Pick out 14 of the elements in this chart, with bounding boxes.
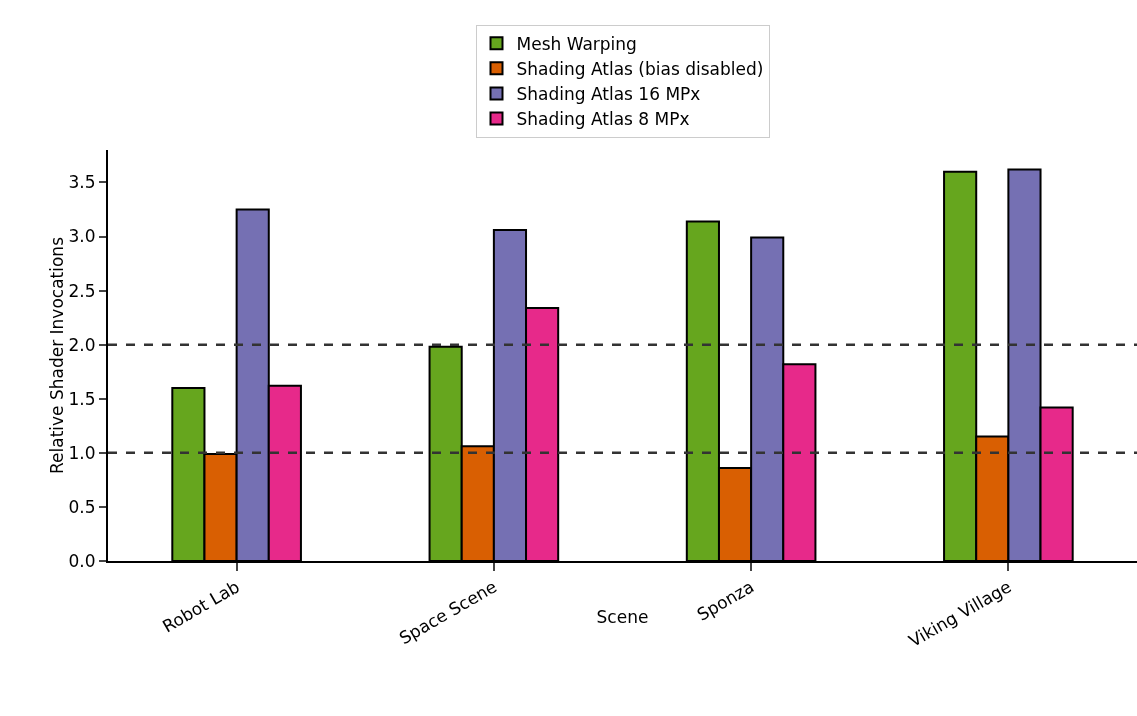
y-tick-label: 0.0: [68, 550, 96, 571]
legend-label: Mesh Warping: [516, 33, 637, 54]
x-axis-title: Scene: [596, 607, 649, 627]
y-tick-label: 3.0: [68, 226, 96, 247]
y-axis-title: Relative Shader Invocations: [46, 236, 67, 475]
y-tick-label: 1.5: [68, 388, 96, 409]
legend-label: Shading Atlas (bias disabled): [516, 58, 764, 79]
y-tick-label: 3.5: [68, 172, 96, 193]
legend-label: Shading Atlas 16 MPx: [516, 84, 701, 105]
y-tick-label: 1.0: [68, 442, 96, 463]
y-tick-label: 2.5: [68, 280, 96, 301]
y-tick-label: 2.0: [68, 334, 96, 355]
legend-label: Shading Atlas 8 MPx: [516, 109, 690, 130]
y-tick-label: 0.5: [68, 496, 96, 517]
